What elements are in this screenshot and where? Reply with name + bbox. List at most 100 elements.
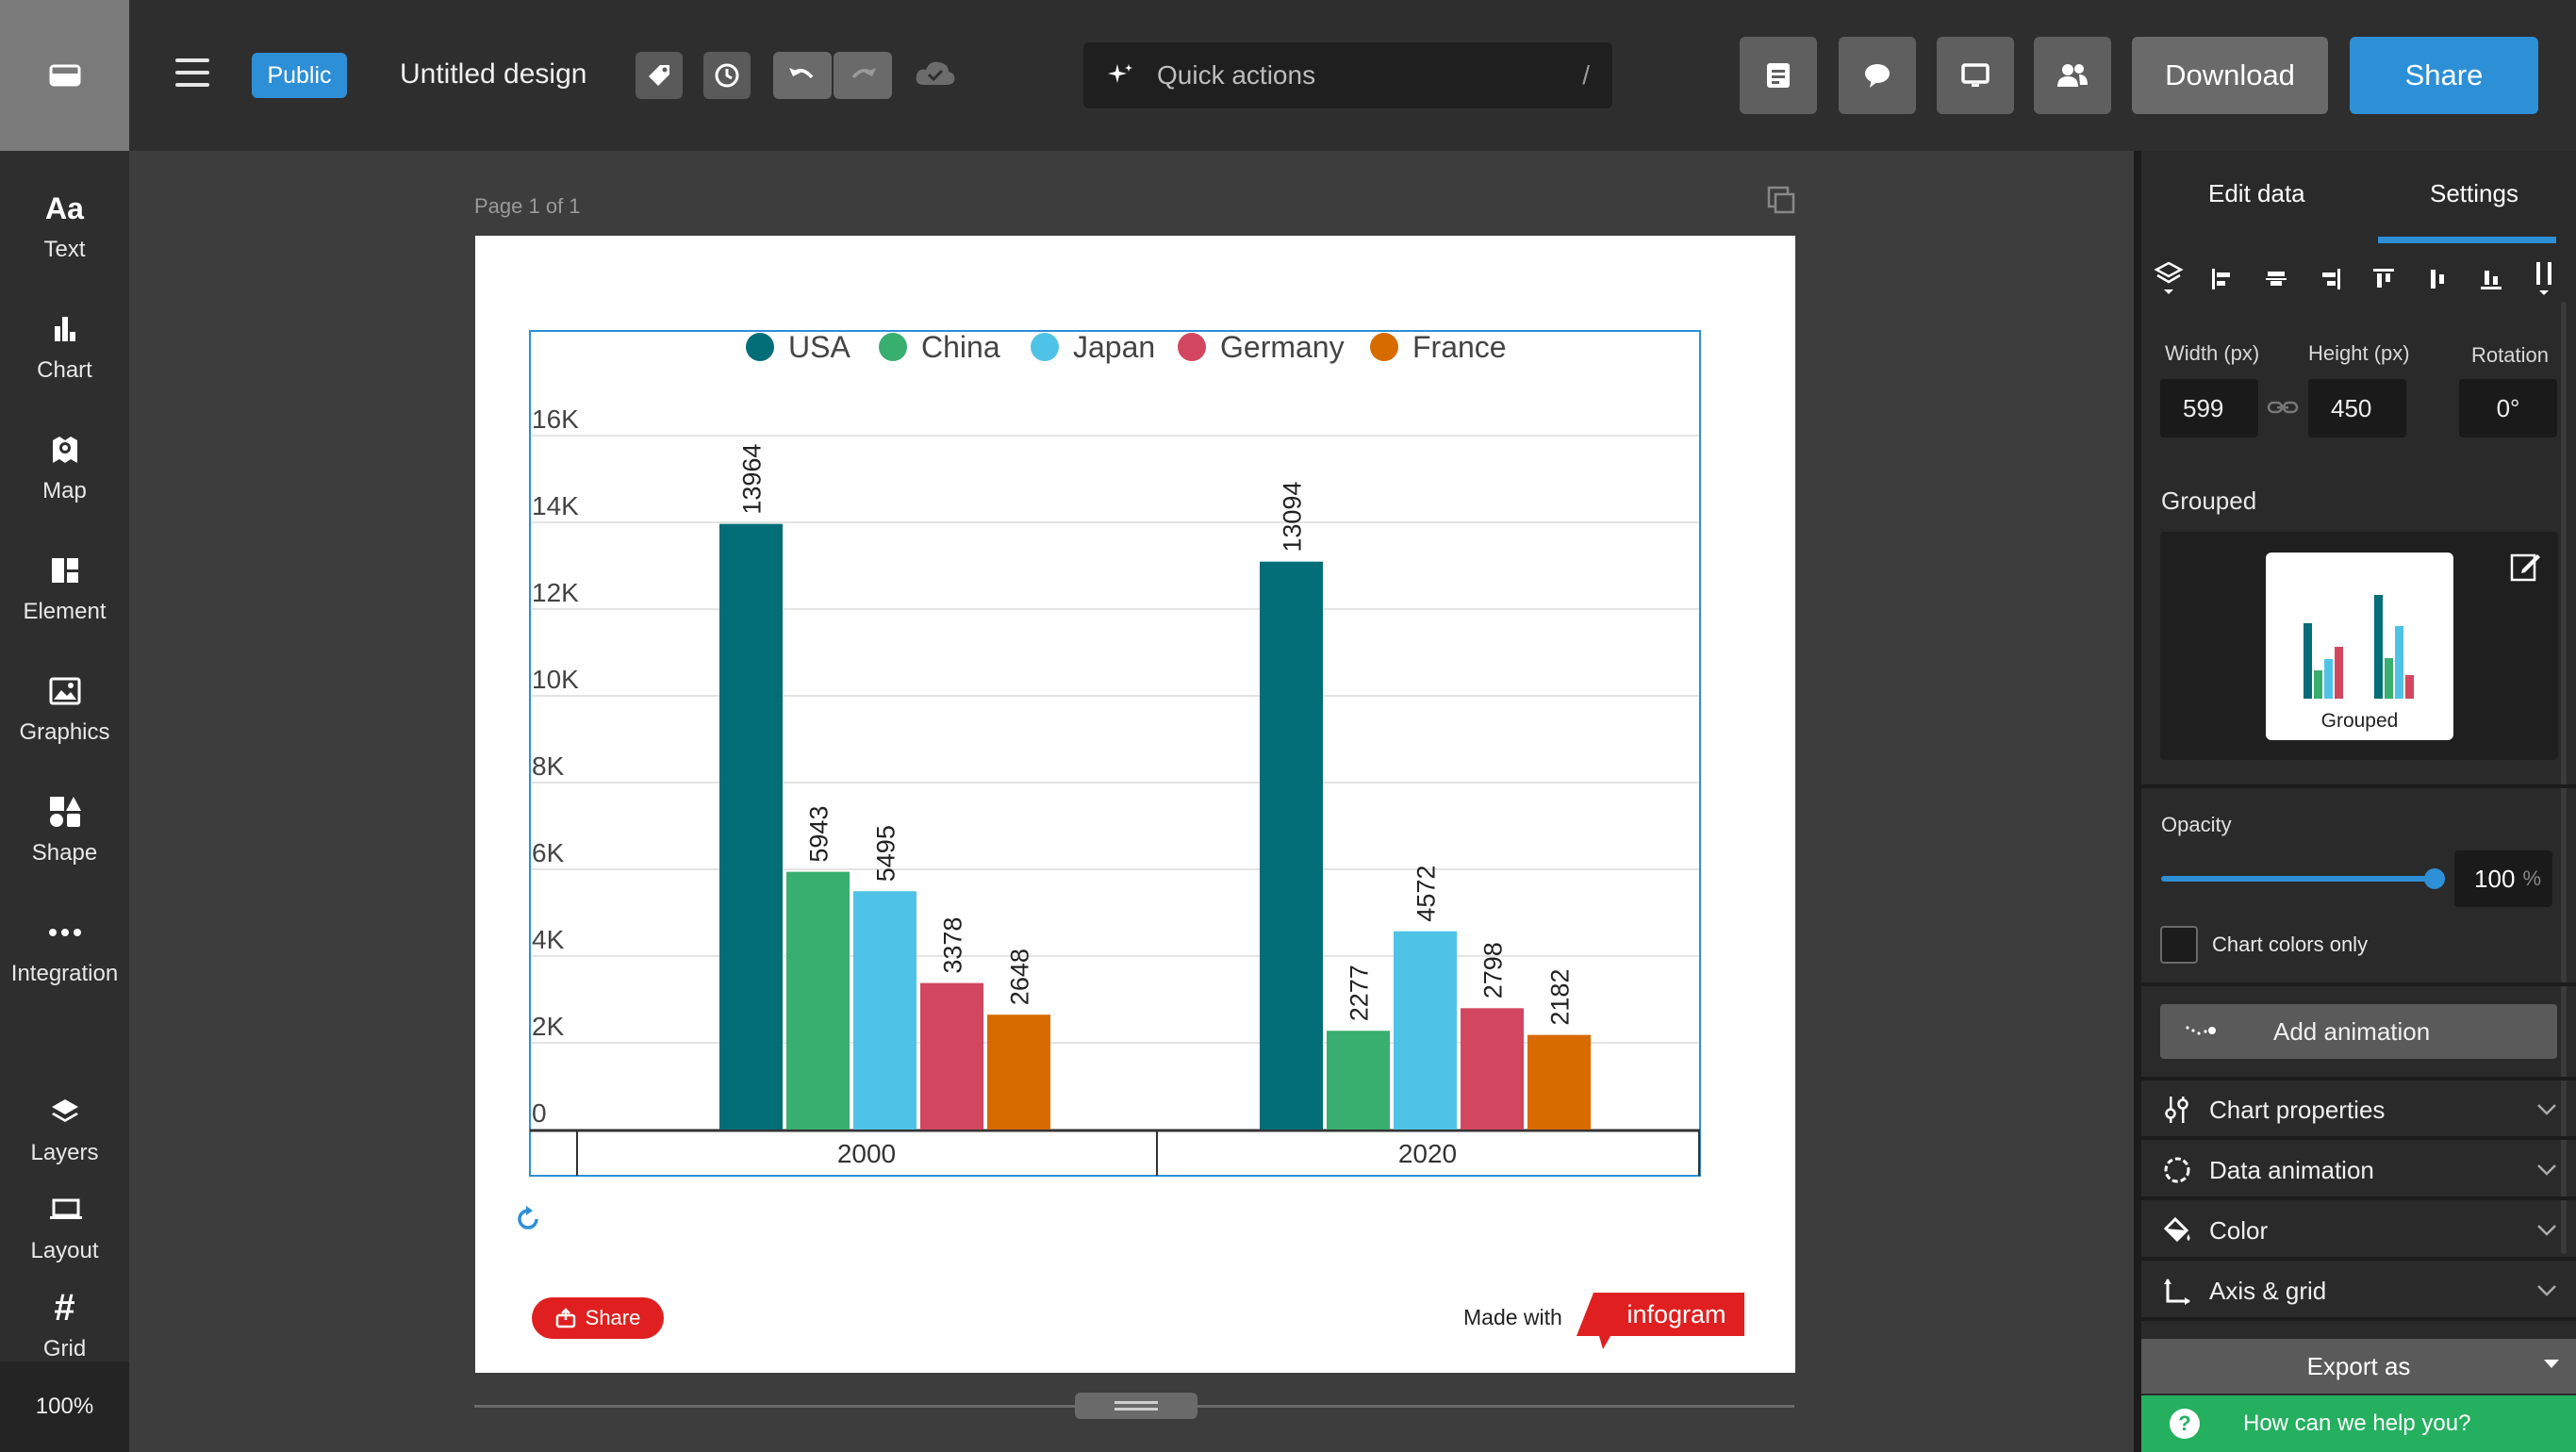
add-animation-button[interactable]: Add animation	[2160, 1004, 2557, 1059]
layers-icon	[46, 1093, 84, 1130]
align-bottom-button[interactable]	[2464, 267, 2518, 291]
opacity-slider-track[interactable]	[2161, 876, 2435, 882]
data-label: 5943	[805, 806, 834, 863]
width-field[interactable]: 599	[2160, 379, 2258, 437]
align-center-button[interactable]	[2249, 267, 2303, 291]
section-axis-grid[interactable]: Axis & grid	[2141, 1264, 2576, 1321]
tab-settings[interactable]: Settings	[2430, 179, 2518, 207]
panel-scrollbar[interactable]	[2561, 302, 2567, 1254]
infogram-share-button[interactable]: Share	[532, 1297, 664, 1339]
edit-chart-type-button[interactable]	[2509, 551, 2541, 587]
infogram-logo[interactable]: infogram	[1577, 1293, 1744, 1349]
users-icon	[2057, 64, 2088, 87]
sidebar-item-element[interactable]: Element	[0, 536, 129, 640]
data-label: 2798	[1479, 942, 1508, 998]
align-left-button[interactable]	[2195, 267, 2249, 291]
link-icon	[2267, 401, 2299, 414]
sidebar-item-graphics[interactable]: Graphics	[0, 657, 129, 761]
sidebar-item-label: Text	[43, 237, 86, 262]
quick-actions-input[interactable]: Quick actions /	[1083, 42, 1612, 108]
opacity-field[interactable]: 100 %	[2454, 850, 2552, 907]
shape-icon	[46, 793, 84, 831]
rotation-field[interactable]: 0°	[2459, 379, 2557, 437]
undo-button[interactable]	[773, 52, 832, 99]
duplicate-page-button[interactable]	[1766, 185, 1796, 220]
sidebar-item-label: Layout	[30, 1238, 99, 1263]
paint-bucket-icon	[2163, 1216, 2190, 1243]
chart-selection-frame	[529, 330, 1701, 1177]
chart-type-card-label: Grouped	[2320, 710, 2399, 732]
undo-icon	[789, 68, 814, 79]
saved-status	[913, 57, 958, 95]
distribute-button[interactable]	[2518, 260, 2571, 298]
opacity-unit: %	[2522, 866, 2541, 890]
chart-type-card[interactable]: Grouped	[2266, 553, 2453, 740]
notes-button[interactable]	[1740, 37, 1817, 114]
zoom-level[interactable]: 100%	[0, 1361, 129, 1452]
sidebar-item-layout[interactable]: Layout	[0, 1176, 129, 1279]
align-middle-button[interactable]	[2410, 267, 2464, 291]
present-button[interactable]	[1937, 37, 2014, 114]
export-as-button[interactable]: Export as	[2141, 1339, 2576, 1394]
sidebar-item-layers[interactable]: Layers	[0, 1078, 129, 1181]
height-label: Height (px)	[2308, 341, 2410, 365]
bar	[786, 871, 850, 1130]
collaborate-button[interactable]	[2034, 37, 2111, 114]
history-button[interactable]	[703, 52, 751, 99]
layer-order-button[interactable]	[2141, 260, 2195, 298]
help-chat-button[interactable]: ? How can we help you?	[2141, 1395, 2576, 1452]
chevron-down-icon	[2537, 1104, 2556, 1115]
sidebar-item-text[interactable]: Aa Text	[0, 174, 129, 278]
bar	[1527, 1034, 1591, 1130]
align-top-button[interactable]	[2356, 267, 2410, 291]
share-button[interactable]: Share	[2350, 37, 2538, 114]
chevron-down-icon	[2537, 1285, 2556, 1296]
sidebar-item-grid[interactable]: # Grid	[0, 1274, 129, 1378]
opacity-value: 100	[2474, 864, 2516, 893]
align-top-icon	[2372, 269, 2394, 288]
hamburger-menu-button[interactable]	[175, 58, 209, 87]
page-resize-handle[interactable]	[1075, 1393, 1197, 1419]
opacity-label: Opacity	[2161, 813, 2232, 836]
redo-button[interactable]	[834, 52, 892, 99]
align-right-button[interactable]	[2303, 267, 2356, 291]
section-color[interactable]: Color	[2141, 1204, 2576, 1261]
legend-label: France	[1412, 330, 1507, 364]
link-dimensions-button[interactable]	[2267, 396, 2299, 423]
data-label: 13964	[738, 444, 767, 515]
legend-marker	[1370, 333, 1398, 361]
cloud-check-icon	[916, 61, 955, 85]
y-tick-label: 10K	[532, 665, 579, 694]
top-bar: Public Untitled design Quick actions / D…	[0, 0, 2576, 151]
comments-button[interactable]	[1839, 37, 1916, 114]
bar	[853, 891, 916, 1130]
sidebar-item-chart[interactable]: Chart	[0, 295, 129, 399]
chart-colors-only-checkbox[interactable]	[2160, 926, 2198, 964]
y-tick-label: 16K	[532, 404, 579, 434]
section-chart-properties[interactable]: Chart properties	[2141, 1083, 2576, 1140]
opacity-slider-thumb[interactable]	[2424, 868, 2445, 889]
integration-icon	[46, 914, 84, 951]
section-data-animation[interactable]: Data animation	[2141, 1144, 2576, 1200]
y-tick-label: 6K	[532, 838, 565, 867]
download-button[interactable]: Download	[2132, 37, 2328, 114]
panel-separator	[2141, 982, 2576, 986]
grouped-bar-chart[interactable]: USA China Japan Germany France 0 2K 4K 6K 8K 10K 12…	[475, 236, 1795, 1373]
align-middle-icon	[2430, 270, 2444, 289]
tab-edit-data[interactable]: Edit data	[2208, 179, 2305, 207]
bar	[987, 1015, 1050, 1130]
sidebar-item-map[interactable]: Map	[0, 416, 129, 520]
tag-icon	[649, 65, 669, 86]
chevron-down-icon	[2537, 1225, 2556, 1236]
legend-label: Germany	[1220, 330, 1345, 364]
sidebar-item-label: Integration	[10, 961, 119, 986]
bar	[1394, 931, 1457, 1130]
design-title[interactable]: Untitled design	[400, 58, 587, 90]
home-logo-button[interactable]	[0, 0, 129, 151]
sidebar-item-integration[interactable]: Integration	[0, 899, 129, 1002]
visibility-badge[interactable]: Public	[252, 53, 347, 98]
tag-button[interactable]	[636, 52, 683, 99]
height-field[interactable]: 450	[2308, 379, 2406, 437]
sidebar-item-shape[interactable]: Shape	[0, 778, 129, 882]
refresh-chart-button[interactable]	[514, 1205, 542, 1238]
